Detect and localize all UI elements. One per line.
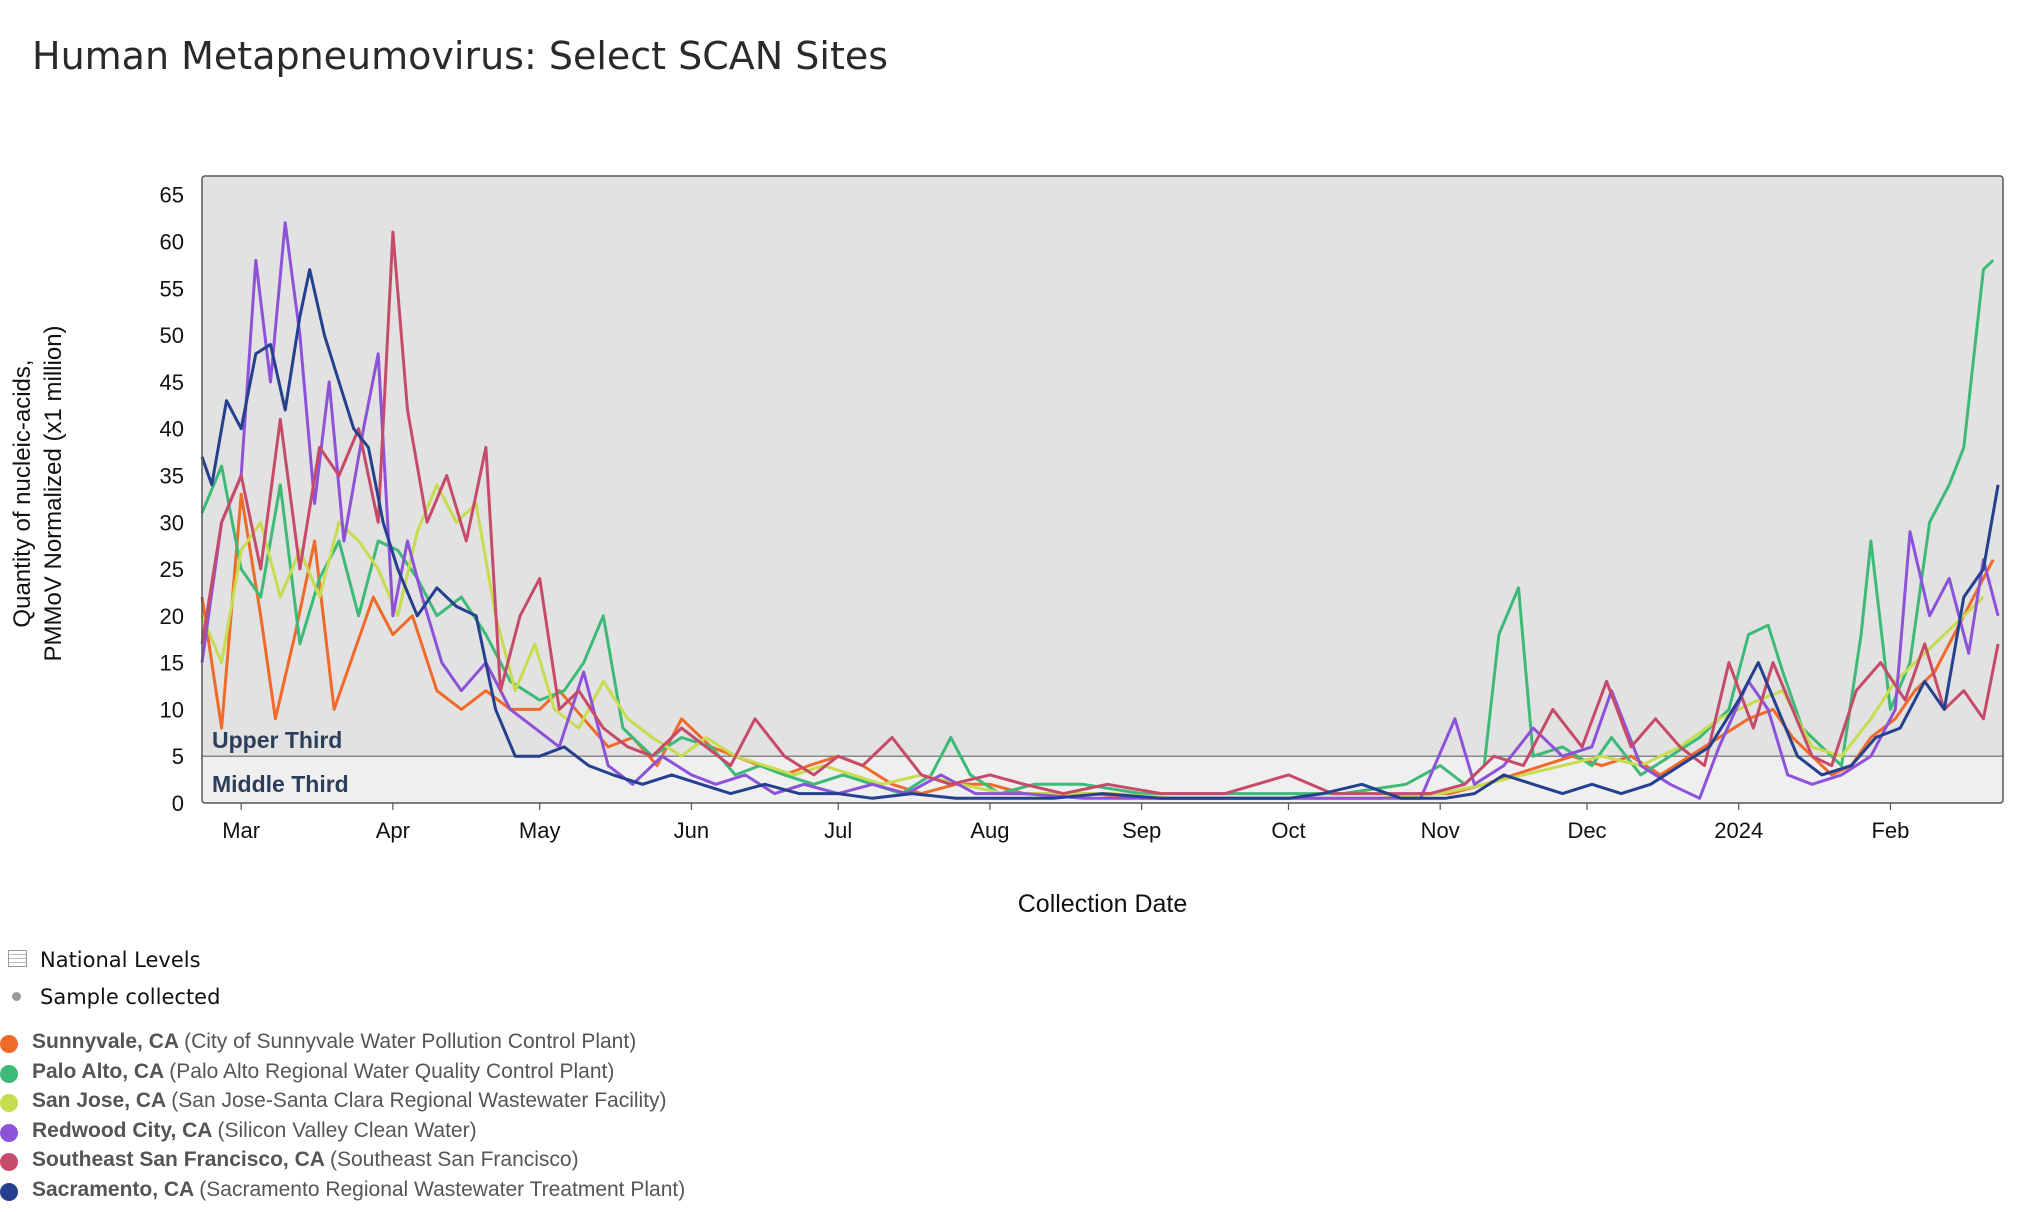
x-tick-label: Dec [1567,818,1606,843]
band-label-middle-third: Middle Third [212,771,349,797]
chart-title: Human Metapneumovirus: Select SCAN Sites [32,34,889,78]
dot-icon [12,992,21,1001]
legend-color-dot-icon [0,1035,18,1053]
legend-series-name: Sacramento, CA (Sacramento Regional Wast… [32,1177,686,1201]
y-tick-label: 15 [160,651,184,676]
plot-frame [201,175,2004,804]
x-tick-label: Jun [674,818,709,843]
y-tick-label: 40 [160,417,184,442]
y-axis-label-line1: Quantity of nucleic-acids, [9,359,36,627]
legend-color-dot-icon [0,1064,18,1083]
x-tick-label: Apr [376,818,410,843]
y-tick-label: 55 [160,276,184,301]
y-tick-label: 0 [172,791,184,816]
x-tick-label: Sep [1122,818,1161,843]
y-tick-label: 5 [172,744,184,769]
x-tick-label: 2024 [1714,818,1763,843]
x-tick-label: Jul [824,818,852,843]
legend-series-site: (Silicon Valley Clean Water) [217,1118,477,1142]
grid-swatch-icon [8,950,27,967]
y-tick-label: 30 [160,510,184,535]
y-axis-label-line2: PMMoV Normalized (x1 million) [40,325,67,661]
legend-series-name: Redwood City, CA (Silicon Valley Clean W… [32,1118,477,1142]
legend-color-dot-icon [0,1123,18,1142]
legend-sample-collected-label: Sample collected [40,985,221,1009]
legend-color-dot-icon [0,1182,18,1201]
legend-color-dot-icon [0,1153,18,1171]
legend-series-name: San Jose, CA (San Jose-Santa Clara Regio… [32,1089,667,1112]
band-0 [202,176,2003,757]
series-line-0 [200,492,1995,800]
legend-series-site: (Palo Alto Regional Water Quality Contro… [169,1059,615,1083]
x-tick-label: Nov [1421,818,1460,843]
legend-series-site: (City of Sunnyvale Water Pollution Contr… [184,1030,637,1053]
series-line-5 [200,268,2000,800]
legend-series-site: (San Jose-Santa Clara Regional Wastewate… [171,1089,667,1112]
x-axis-label: Collection Date [1018,890,1188,918]
legend-national-levels-label: National Levels [40,948,201,972]
y-tick-label: 45 [160,370,184,395]
legend-series-name: Southeast San Francisco, CA (Southeast S… [32,1148,579,1171]
x-tick-label: Mar [222,818,260,843]
y-tick-label: 50 [160,323,184,348]
chart-svg: Upper Third Middle Third 0 5 10 15 20 25 30 35 40 4… [9,175,2004,918]
series-line-3 [200,221,2000,800]
legend-series-name: Sunnyvale, CA (City of Sunnyvale Water P… [32,1030,637,1053]
y-tick-label: 60 [160,230,184,255]
x-tick-label: May [519,818,561,843]
y-tick-label: 20 [160,604,184,629]
x-tick-label: Aug [970,818,1009,843]
x-tick-label: Oct [1271,818,1305,843]
y-tick-label: 35 [160,463,184,488]
series-line-1 [200,259,1995,796]
legend-series-site: (Sacramento Regional Wastewater Treatmen… [199,1177,686,1201]
y-tick-label: 10 [160,697,184,722]
legend-series-site: (Southeast San Francisco) [329,1148,579,1171]
y-tick-label: 25 [160,557,184,582]
band-label-upper-third: Upper Third [212,727,342,753]
legend-color-dot-icon [0,1094,18,1112]
x-tick-label: Feb [1871,818,1909,843]
y-tick-label: 65 [160,183,184,208]
legend-series-name: Palo Alto, CA (Palo Alto Regional Water … [32,1059,615,1083]
